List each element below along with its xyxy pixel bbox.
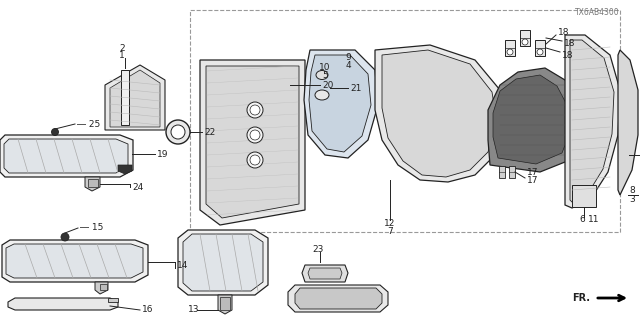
Polygon shape	[200, 60, 305, 225]
Polygon shape	[105, 65, 165, 130]
Text: ― 25: ― 25	[77, 119, 100, 129]
Polygon shape	[88, 179, 98, 187]
Bar	[509, 166, 515, 178]
Polygon shape	[100, 284, 107, 290]
Bar	[190, 10, 620, 232]
Text: 24: 24	[132, 182, 143, 191]
Text: 3: 3	[629, 196, 635, 204]
Polygon shape	[308, 268, 342, 279]
Text: 22: 22	[204, 127, 215, 137]
Circle shape	[247, 152, 263, 168]
Circle shape	[250, 155, 260, 165]
Polygon shape	[108, 298, 118, 302]
Text: 8: 8	[629, 186, 635, 195]
Polygon shape	[95, 282, 108, 294]
Bar	[572, 185, 596, 207]
Circle shape	[61, 233, 69, 241]
Text: 17: 17	[527, 175, 538, 185]
Text: 1: 1	[119, 51, 125, 60]
Bar	[535, 40, 545, 56]
Text: ― 15: ― 15	[80, 223, 104, 233]
Polygon shape	[8, 298, 118, 310]
Polygon shape	[2, 240, 148, 282]
Polygon shape	[4, 139, 128, 173]
Circle shape	[250, 105, 260, 115]
Ellipse shape	[316, 70, 328, 79]
Circle shape	[51, 129, 58, 135]
Text: 17: 17	[527, 167, 538, 177]
Text: TX6AB4300: TX6AB4300	[575, 7, 620, 17]
Polygon shape	[85, 177, 100, 191]
Polygon shape	[218, 295, 232, 314]
Polygon shape	[618, 50, 638, 195]
Text: 16: 16	[142, 306, 154, 315]
Circle shape	[537, 49, 543, 55]
Polygon shape	[118, 165, 132, 174]
Text: 19: 19	[157, 149, 168, 158]
Circle shape	[171, 125, 185, 139]
Polygon shape	[288, 285, 388, 312]
Text: 2: 2	[119, 44, 125, 52]
Polygon shape	[110, 70, 160, 127]
Polygon shape	[295, 288, 382, 309]
Text: 11: 11	[588, 215, 600, 225]
Polygon shape	[302, 265, 348, 282]
Circle shape	[522, 39, 528, 45]
Text: 13: 13	[188, 306, 200, 315]
Text: 18: 18	[564, 38, 575, 47]
Polygon shape	[304, 50, 378, 158]
Text: 20: 20	[322, 81, 333, 90]
Circle shape	[247, 127, 263, 143]
Text: 10: 10	[319, 62, 331, 71]
Ellipse shape	[315, 90, 329, 100]
Polygon shape	[488, 68, 580, 172]
Circle shape	[247, 102, 263, 118]
Text: 6: 6	[579, 215, 585, 225]
Polygon shape	[493, 75, 570, 164]
Polygon shape	[565, 35, 620, 208]
Text: 4: 4	[345, 60, 351, 69]
Text: 12: 12	[384, 220, 396, 228]
Polygon shape	[220, 297, 230, 310]
Text: 7: 7	[387, 228, 393, 236]
Text: 9: 9	[345, 52, 351, 61]
Polygon shape	[309, 55, 371, 152]
Polygon shape	[0, 135, 133, 177]
Bar	[121, 70, 129, 125]
Circle shape	[250, 130, 260, 140]
Polygon shape	[206, 66, 299, 218]
Text: FR.: FR.	[572, 293, 590, 303]
Polygon shape	[382, 50, 497, 177]
Text: 18: 18	[562, 51, 573, 60]
Text: 23: 23	[312, 245, 324, 254]
Bar	[505, 40, 515, 56]
Polygon shape	[183, 234, 263, 291]
Polygon shape	[6, 244, 143, 278]
Text: 18: 18	[558, 28, 570, 36]
Polygon shape	[570, 40, 614, 203]
Polygon shape	[178, 230, 268, 295]
Text: 14: 14	[177, 260, 188, 269]
Circle shape	[166, 120, 190, 144]
Circle shape	[507, 49, 513, 55]
Text: 21: 21	[350, 84, 362, 92]
Bar	[499, 166, 505, 178]
Text: 5: 5	[322, 70, 328, 79]
Bar	[520, 30, 530, 46]
Polygon shape	[375, 45, 505, 182]
